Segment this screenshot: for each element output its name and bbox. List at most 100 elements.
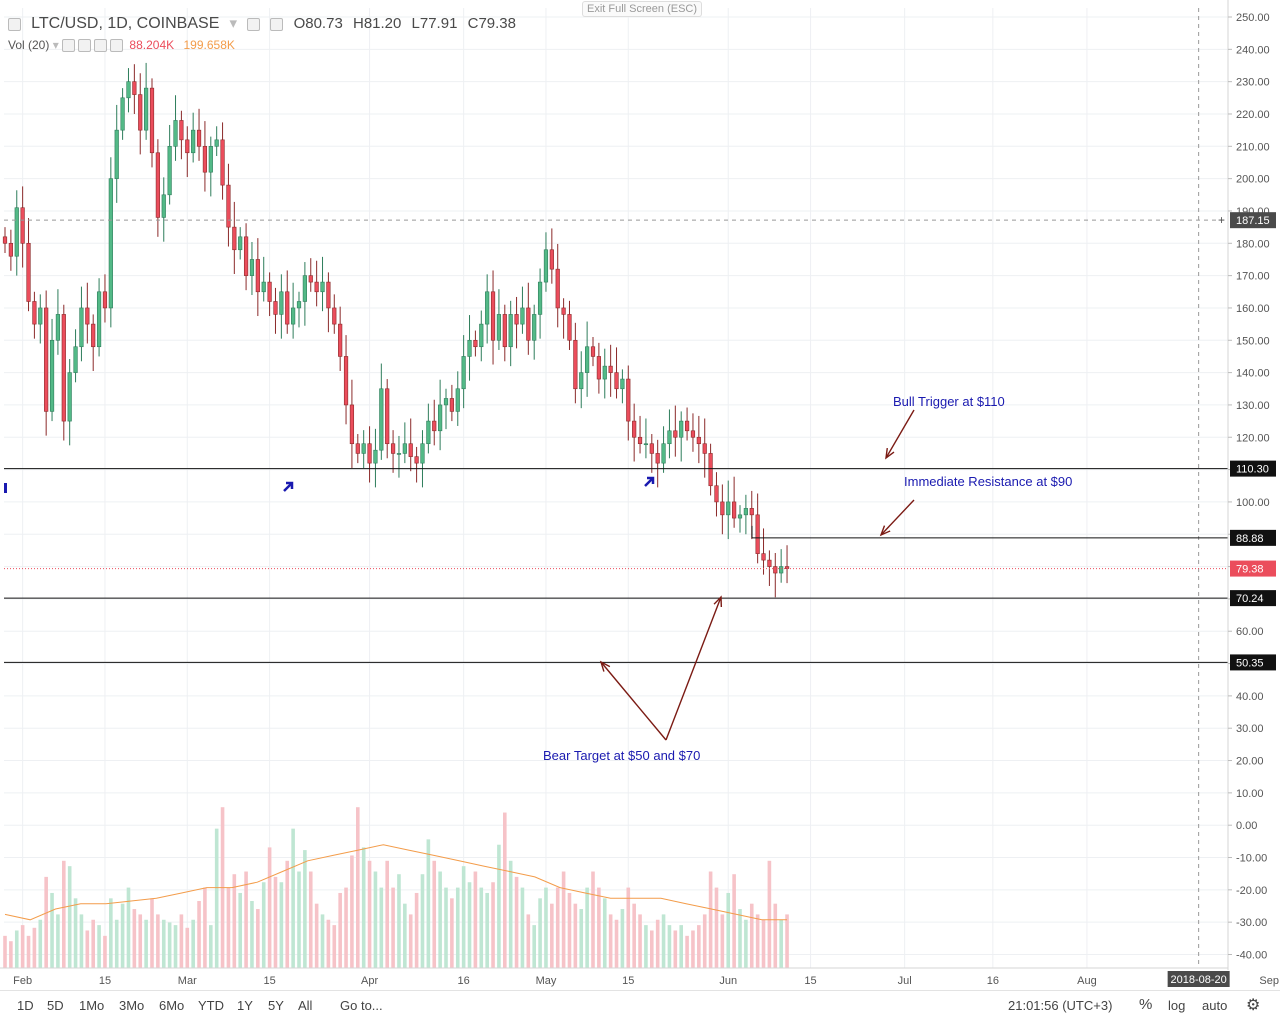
price-tick-label: 170.00 [1236,271,1270,283]
range-1mo[interactable]: 1Mo [79,998,105,1013]
dropdown-icon[interactable]: ▾ [229,15,238,32]
volume-bar [632,903,636,968]
settings-icon[interactable] [247,17,261,31]
volume-bar [138,914,143,968]
candle-body [579,372,584,390]
volume-bars [3,807,789,968]
range-5y[interactable]: 5Y [268,998,284,1013]
volume-bar [244,871,248,968]
volume-bar [132,909,137,968]
volume-bar [232,874,237,968]
volume-bar [697,925,701,968]
candle-body [32,301,37,325]
candle-body [761,553,766,561]
volume-bar [755,914,760,968]
dropdown-icon[interactable]: ▾ [52,38,59,52]
candle-body [314,281,319,293]
settings-icon[interactable] [78,39,92,53]
time-tick-label: 15 [99,975,111,987]
range-5d[interactable]: 5D [47,998,64,1013]
candle-body [96,291,102,348]
candle-body [149,87,155,154]
volume-bar [297,871,301,968]
candle-body [108,178,113,309]
volume-bar [614,919,619,968]
time-tick-label: 15 [263,975,275,987]
volume-bar [373,871,378,968]
volume-bar [126,887,131,968]
volume-bar [579,909,584,968]
clock-label: 21:01:56 (UTC+3) [1008,998,1113,1013]
volume-bar [573,903,578,968]
volume-bar [109,898,113,968]
price-tick-label: 30.00 [1236,723,1264,735]
range-1y[interactable]: 1Y [237,998,253,1013]
immediate-resistance-annotation: Immediate Resistance at $90 [904,474,1073,489]
eye-icon[interactable] [62,39,76,53]
exit-fullscreen-button[interactable]: Exit Full Screen (ESC) [582,1,703,17]
volume-ma-line [4,844,787,921]
candle-body [167,146,172,196]
volume-bar [638,914,642,968]
volume-bar [350,855,354,968]
close-value: 79.38 [478,15,516,32]
candle-body [755,514,760,554]
collapse-icon[interactable] [8,17,21,31]
volume-moving-average [4,844,787,921]
volume-bar [673,930,678,968]
range-ytd[interactable]: YTD [198,998,224,1013]
candle-body [461,356,466,390]
gear-icon[interactable]: ⚙ [1246,997,1261,1014]
range-3mo[interactable]: 3Mo [119,998,145,1013]
candle-body [79,307,84,348]
price-tick-label: 150.00 [1236,335,1270,347]
more-icon[interactable] [110,39,124,53]
volume-bar [702,914,707,968]
candle-body [779,566,784,574]
close-icon[interactable] [270,17,284,31]
volume-bar [73,898,78,968]
candle-body [702,443,707,454]
candle-body [485,291,490,325]
candle-body [261,281,266,293]
candle-body [549,249,554,270]
percent-toggle[interactable]: % [1139,996,1153,1013]
range-6mo[interactable]: 6Mo [159,998,185,1013]
volume-bar [591,871,595,968]
candle-body [714,485,719,503]
candle-body [773,566,778,574]
candle-body [320,281,325,293]
level-110-tag [1230,460,1276,477]
candlesticks [2,62,790,598]
range-all[interactable]: All [298,998,313,1013]
volume-bar [626,887,631,968]
volume-bar [26,935,31,968]
close-label: C [467,15,479,32]
candle-body [385,388,390,445]
volume-bar [303,850,307,968]
log-toggle[interactable]: log [1168,998,1186,1013]
volume-bar [732,874,736,968]
candle-body [20,207,25,244]
time-tick-label: 15 [622,975,634,987]
candle-body [14,207,19,257]
volume-bar [655,919,660,968]
bear-target-annotation: Bear Target at $50 and $70 [543,748,701,763]
auto-toggle[interactable]: auto [1202,998,1228,1013]
range-1d[interactable]: 1D [17,998,34,1013]
volume-bar [544,887,548,968]
price-axis-background [1228,0,1280,990]
volume-bar [279,882,284,968]
close-icon[interactable] [94,39,108,53]
volume-bar [473,871,478,968]
candle-body [367,443,372,464]
volume-bar [273,876,278,968]
goto-button[interactable]: Go to... [340,998,383,1013]
volume-bar [14,930,19,968]
volume-bar [491,882,495,968]
candle-body [767,559,772,567]
volume-bar [691,930,695,968]
volume-bar [79,914,84,968]
candle-body [585,346,590,373]
